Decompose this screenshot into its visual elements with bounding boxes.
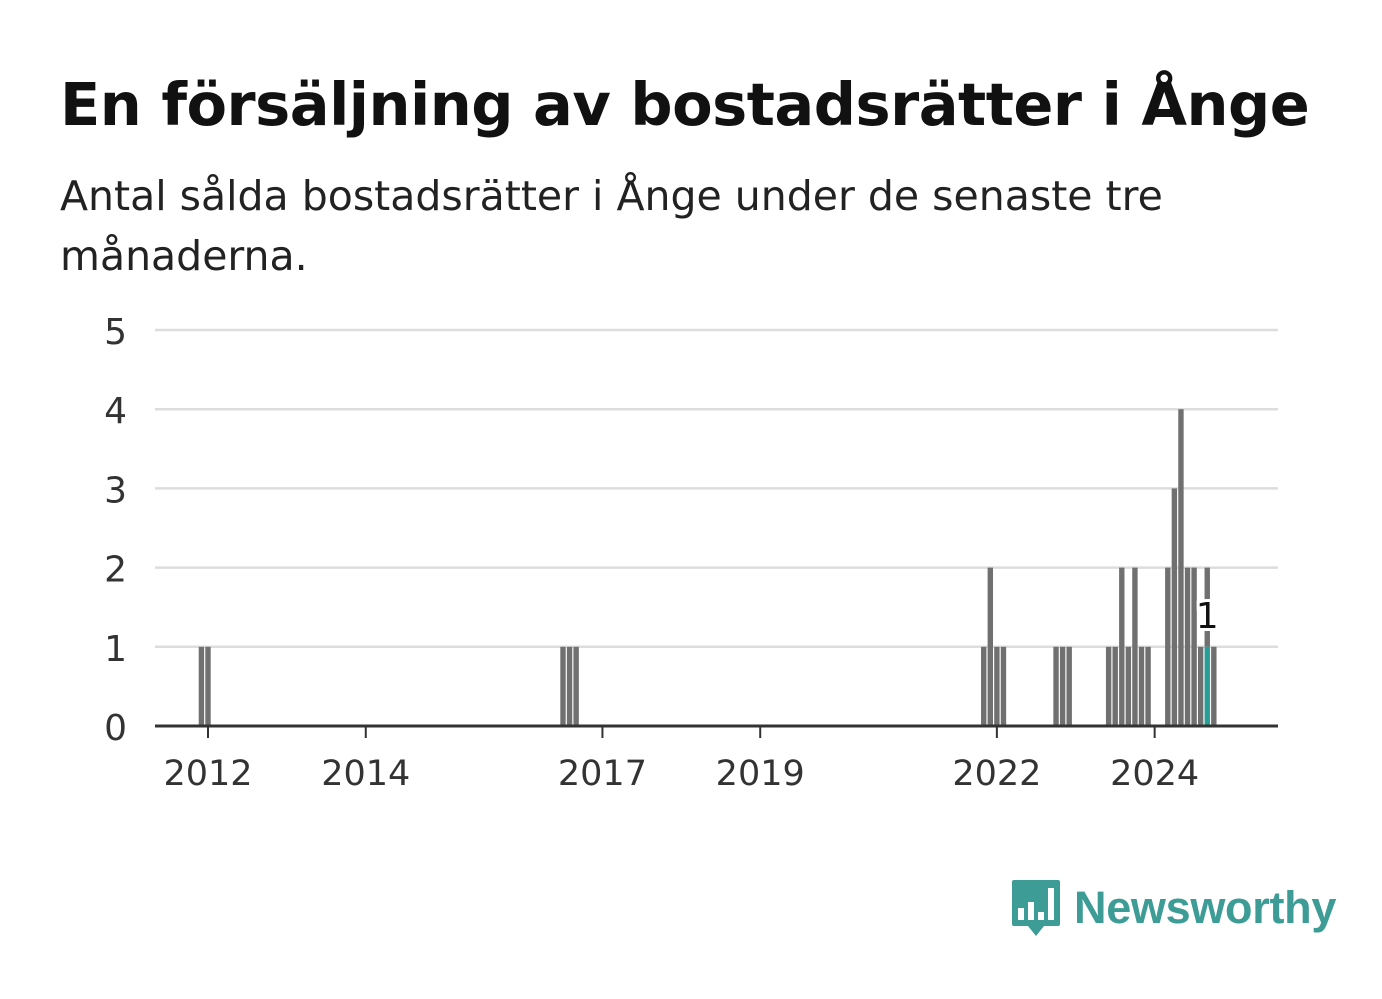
bar-2023-10 [1132,567,1138,726]
x-tick-label-2022: 2022 [952,754,1041,794]
bar-2023-07 [1112,646,1118,726]
bar-2023-09 [1125,646,1132,726]
bar-2022-02 [1000,646,1007,726]
bar-2016-07 [560,646,566,726]
bar-2023-12 [1145,646,1151,726]
bar-2021-12 [987,567,994,726]
bar-2024-09-highlight [1204,646,1210,726]
bar-2024-05 [1178,409,1184,726]
y-tick-label-2: 2 [104,550,127,591]
newsworthy-logo: Newsworthy [1010,878,1336,938]
x-axis: 2012 2014 2017 2019 2022 2024 [155,724,1278,794]
highlight-value-label: 1 [1196,596,1219,637]
bar-2024-10 [1211,646,1217,726]
bar-2024-04 [1171,488,1178,726]
bar-2016-09 [573,646,579,726]
bar-chart-speech-bubble-icon [1012,880,1060,936]
bar-2022-01 [994,646,1000,726]
y-axis-labels: 0 1 2 3 4 5 [104,312,127,749]
logo-text: Newsworthy [1074,882,1337,933]
bar-2012-01 [205,646,211,726]
y-tick-label-3: 3 [104,470,127,511]
bars [198,409,1217,726]
bar-2022-11 [1059,646,1066,726]
bar-2024-09-upper [1204,567,1210,647]
bar-2023-11 [1138,646,1145,726]
bar-2011-12 [198,646,205,726]
x-tick-label-2019: 2019 [716,754,805,794]
bar-2023-06 [1105,646,1112,726]
y-tick-label-4: 4 [104,391,127,432]
y-tick-label-5: 5 [104,312,127,353]
bar-2024-07 [1191,567,1197,726]
grid-lines [155,328,1278,649]
bar-2024-08 [1197,646,1204,726]
x-tick-label-2014: 2014 [321,754,410,794]
bar-2022-10 [1053,646,1059,726]
bar-2023-08 [1119,567,1125,726]
annotations: 1 [1193,593,1222,640]
y-tick-label-1: 1 [104,629,127,670]
y-tick-label-0: 0 [104,708,127,749]
bar-2024-03 [1165,567,1171,726]
x-tick-label-2017: 2017 [558,754,647,794]
bar-2021-11 [981,646,987,726]
bar-2024-06 [1184,567,1191,726]
chart-title: En försäljning av bostadsrätter i Ånge [60,70,1310,139]
bar-2016-08 [566,646,573,726]
bar-2022-12 [1066,646,1072,726]
x-tick-label-2012: 2012 [163,754,252,794]
x-tick-label-2024: 2024 [1110,754,1199,794]
chart-subtitle: Antal sålda bostadsrätter i Ånge under d… [60,172,1163,280]
